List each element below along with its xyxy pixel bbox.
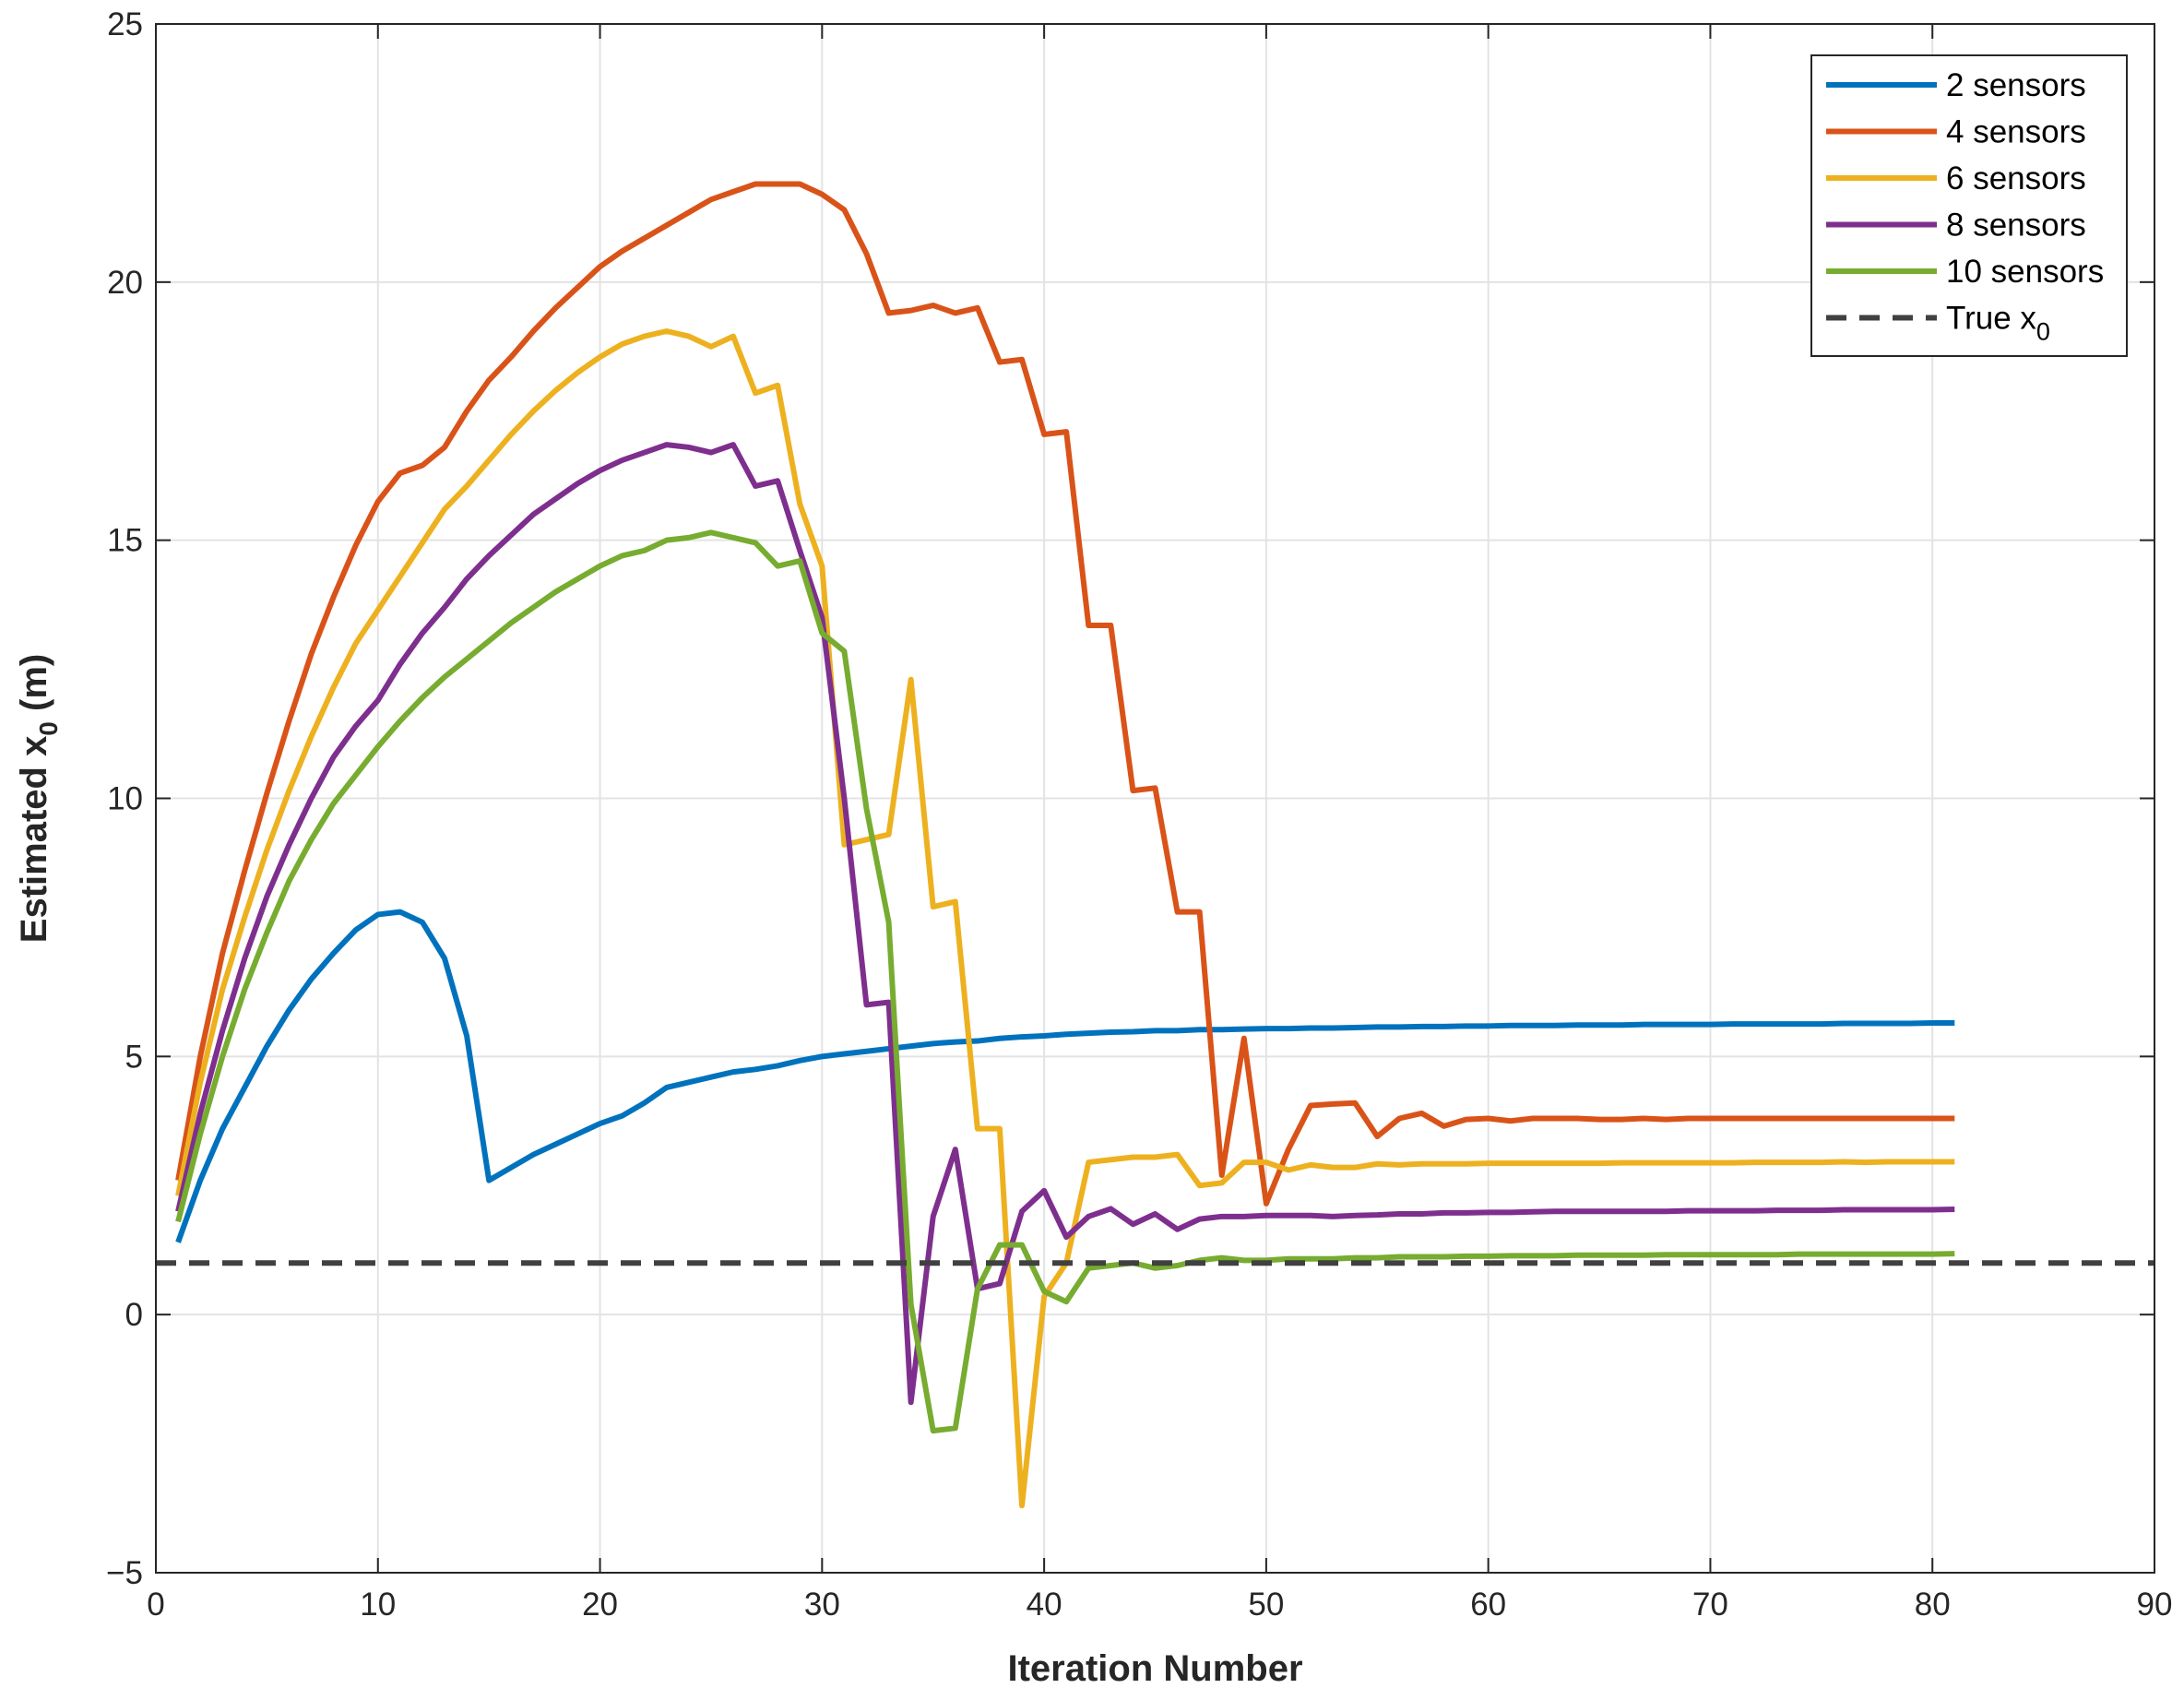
legend-label: True x0 (1946, 301, 2050, 346)
x-axis-title: Iteration Number (1007, 1648, 1302, 1689)
y-tick-label: −5 (106, 1555, 143, 1591)
series-line-3 (175, 442, 1955, 1406)
x-tick-label: 10 (360, 1587, 396, 1623)
legend-label: 10 sensors (1946, 254, 2104, 290)
series-line-1 (175, 181, 1955, 1207)
x-tick-label: 20 (582, 1587, 618, 1623)
x-tick-label: 60 (1470, 1587, 1506, 1623)
x-tick-label: 0 (147, 1587, 164, 1623)
legend: 2 sensors 4 sensors 6 sensors 8 sensors 10 s… (1810, 54, 2128, 357)
y-tick-label: 15 (107, 523, 143, 559)
x-tick-label: 30 (804, 1587, 840, 1623)
y-axis-title-unit: (m) (14, 654, 54, 721)
legend-label: 4 sensors (1946, 114, 2086, 150)
y-tick-label: 25 (107, 6, 143, 42)
y-axis-title-subscript: 0 (34, 721, 63, 736)
x-tick-label: 50 (1248, 1587, 1284, 1623)
plot-area (156, 181, 2154, 1509)
y-axis-title-main: Estimated x (14, 736, 54, 944)
x-tick-label: 70 (1692, 1587, 1728, 1623)
y-axis-title: Estimated x0 (m) (14, 654, 63, 943)
series-line-4 (175, 529, 1955, 1434)
y-tick-label: 10 (107, 781, 143, 817)
legend-label: 2 sensors (1946, 67, 2086, 103)
legend-label: 6 sensors (1946, 160, 2086, 196)
legend-box (1810, 54, 2128, 357)
x-tick-label: 90 (2137, 1587, 2173, 1623)
y-tick-label: 5 (125, 1039, 143, 1075)
x-tick-label: 80 (1915, 1587, 1951, 1623)
y-tick-label: 20 (107, 265, 143, 301)
series-line-0 (175, 909, 1955, 1243)
x-tick-label: 40 (1027, 1587, 1062, 1623)
y-tick-label: 0 (125, 1297, 143, 1333)
legend-label: 8 sensors (1946, 208, 2086, 244)
